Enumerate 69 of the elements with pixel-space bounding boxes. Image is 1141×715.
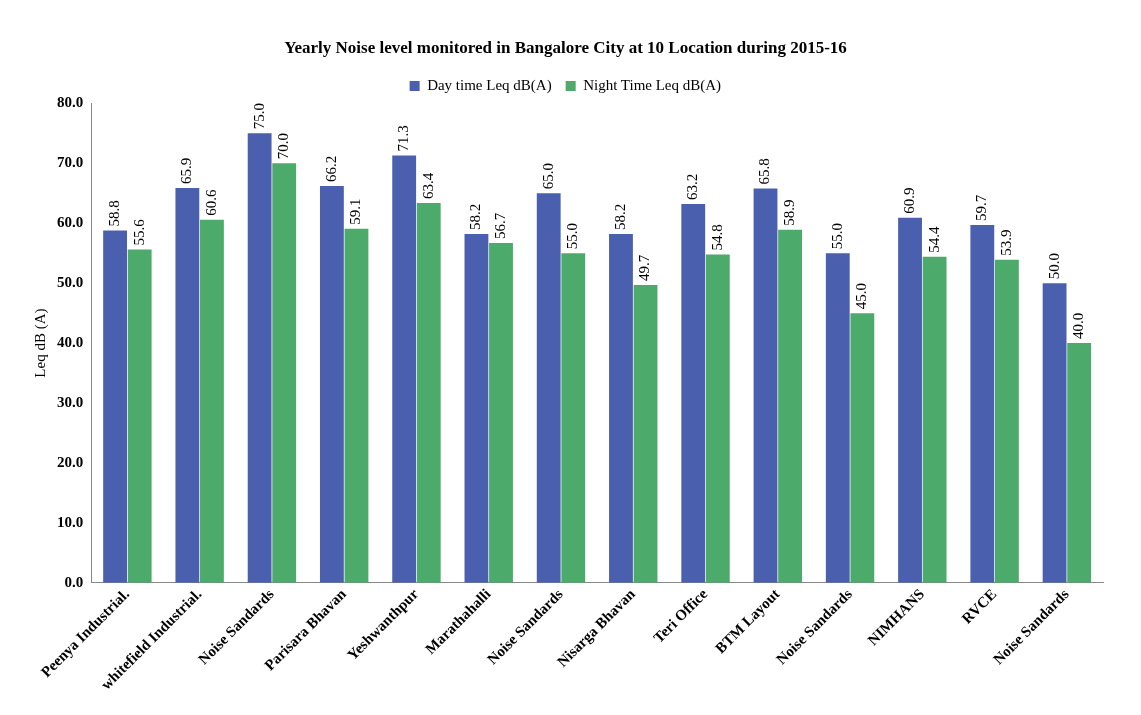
bar xyxy=(272,163,297,583)
y-axis-title: Leq dB (A) xyxy=(31,308,49,378)
bar xyxy=(705,254,730,583)
chart-title: Yearly Noise level monitored in Bangalore City at 10 Location during 2015-16 xyxy=(284,37,847,57)
bar xyxy=(561,253,586,583)
data-label: 63.2 xyxy=(684,173,701,201)
y-tick-label: 60.0 xyxy=(57,214,84,231)
data-label: 40.0 xyxy=(1070,312,1087,340)
bar xyxy=(489,243,513,583)
data-label: 65.9 xyxy=(178,157,195,184)
y-tick-label: 0.0 xyxy=(64,573,84,590)
bar xyxy=(850,313,875,583)
data-label: 54.4 xyxy=(925,226,942,253)
bar xyxy=(319,186,344,583)
data-label: 54.8 xyxy=(708,224,725,251)
y-tick-label: 40.0 xyxy=(57,333,84,350)
bar xyxy=(753,188,778,583)
data-label: 53.9 xyxy=(997,229,1014,256)
data-label: 59.7 xyxy=(973,194,990,222)
legend-label: Night Time Leq dB(A) xyxy=(583,76,722,94)
data-label: 55.0 xyxy=(828,222,845,250)
data-label: 56.7 xyxy=(491,212,508,240)
bar xyxy=(200,219,224,583)
data-label: 60.6 xyxy=(202,188,219,216)
bar xyxy=(1042,283,1067,583)
bar xyxy=(103,230,128,583)
data-label: 58.2 xyxy=(611,203,628,231)
bar xyxy=(1067,343,1092,583)
bar xyxy=(778,229,802,583)
y-tick-label: 20.0 xyxy=(57,453,84,470)
bar xyxy=(898,217,922,583)
data-label: 71.3 xyxy=(395,125,412,152)
bar xyxy=(922,256,947,583)
bar xyxy=(633,284,658,583)
y-tick-label: 80.0 xyxy=(57,94,84,111)
data-label: 63.4 xyxy=(419,172,436,199)
data-label: 49.7 xyxy=(636,254,653,281)
data-label: 55.0 xyxy=(564,222,581,250)
bar xyxy=(825,253,850,583)
data-label: 58.2 xyxy=(467,203,484,231)
bar xyxy=(681,204,706,583)
y-tick-label: 50.0 xyxy=(57,274,84,291)
legend-label: Day time Leq dB(A) xyxy=(427,76,552,94)
y-tick-label: 70.0 xyxy=(57,154,84,171)
data-label: 55.6 xyxy=(130,218,147,246)
bar xyxy=(416,202,441,583)
bar xyxy=(247,133,272,583)
bar xyxy=(994,259,1019,583)
bar xyxy=(175,187,200,583)
data-label: 65.0 xyxy=(539,163,556,190)
data-label: 58.8 xyxy=(106,200,123,227)
data-label: 50.0 xyxy=(1045,252,1062,280)
bar xyxy=(970,225,995,583)
data-label: 58.9 xyxy=(781,199,798,226)
y-tick-label: 30.0 xyxy=(57,393,84,410)
bar xyxy=(344,228,369,583)
data-label: 45.0 xyxy=(853,282,870,310)
bar xyxy=(464,234,489,583)
bar xyxy=(536,193,561,583)
y-tick-label: 10.0 xyxy=(57,513,84,530)
bar xyxy=(127,249,152,583)
data-label: 60.9 xyxy=(900,187,917,214)
data-label: 75.0 xyxy=(250,103,267,130)
data-label: 65.8 xyxy=(756,158,773,185)
data-label: 70.0 xyxy=(275,133,292,160)
data-label: 59.1 xyxy=(347,198,364,225)
data-label: 66.2 xyxy=(322,155,339,183)
bar xyxy=(392,155,417,583)
bar xyxy=(609,234,633,583)
